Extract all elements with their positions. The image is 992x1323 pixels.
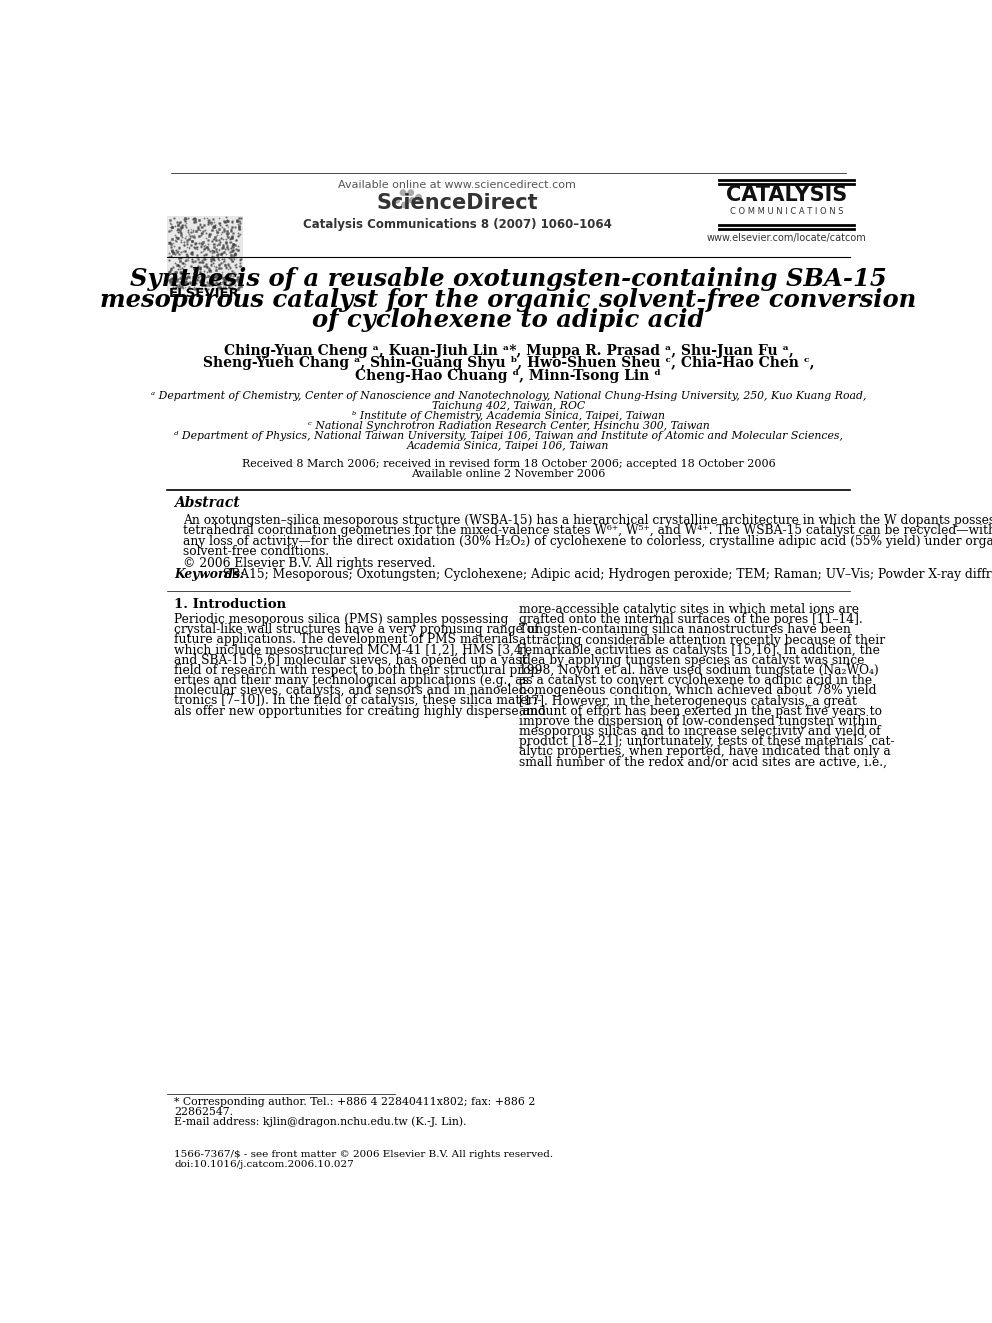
Text: Taichung 402, Taiwan, ROC: Taichung 402, Taiwan, ROC	[432, 401, 585, 411]
Text: idea by applying tungsten species as catalyst was since: idea by applying tungsten species as cat…	[519, 654, 865, 667]
Text: amount of effort has been exerted in the past five years to: amount of effort has been exerted in the…	[519, 705, 882, 717]
Circle shape	[394, 197, 400, 202]
Circle shape	[401, 191, 406, 196]
Text: tronics [7–10]). In the field of catalysis, these silica materi-: tronics [7–10]). In the field of catalys…	[175, 695, 542, 708]
Text: ᶜ National Synchrotron Radiation Research Center, Hsinchu 300, Taiwan: ᶜ National Synchrotron Radiation Researc…	[308, 421, 709, 431]
Text: 1566-7367/$ - see front matter © 2006 Elsevier B.V. All rights reserved.: 1566-7367/$ - see front matter © 2006 El…	[175, 1150, 554, 1159]
Text: Synthesis of a reusable oxotungsten-containing SBA-15: Synthesis of a reusable oxotungsten-cont…	[130, 267, 887, 291]
Text: ᵇ Institute of Chemistry, Academia Sinica, Taipei, Taiwan: ᵇ Institute of Chemistry, Academia Sinic…	[352, 411, 665, 421]
Text: small number of the redox and/or acid sites are active, i.e.,: small number of the redox and/or acid si…	[519, 755, 887, 769]
Text: which include mesostructured MCM-41 [1,2], HMS [3,4],: which include mesostructured MCM-41 [1,2…	[175, 643, 531, 656]
Text: mesoporous silicas and to increase selectivity and yield of: mesoporous silicas and to increase selec…	[519, 725, 881, 738]
Text: E-mail address: kjlin@dragon.nchu.edu.tw (K.-J. Lin).: E-mail address: kjlin@dragon.nchu.edu.tw…	[175, 1117, 467, 1127]
Circle shape	[402, 202, 408, 208]
Text: and SBA-15 [5,6] molecular sieves, has opened up a vast: and SBA-15 [5,6] molecular sieves, has o…	[175, 654, 527, 667]
Text: Available online at www.sciencedirect.com: Available online at www.sciencedirect.co…	[338, 180, 576, 191]
Text: als offer new opportunities for creating highly disperse and: als offer new opportunities for creating…	[175, 705, 547, 717]
Text: * Corresponding author. Tel.: +886 4 22840411x802; fax: +886 2: * Corresponding author. Tel.: +886 4 228…	[175, 1097, 536, 1107]
Text: Cheng-Hao Chuang ᵈ, Minn-Tsong Lin ᵈ: Cheng-Hao Chuang ᵈ, Minn-Tsong Lin ᵈ	[355, 369, 662, 382]
FancyBboxPatch shape	[167, 216, 243, 291]
Text: 1998, Noyori et al. have used sodium tungstate (Na₂WO₄): 1998, Noyori et al. have used sodium tun…	[519, 664, 879, 677]
Text: tetrahedral coordination geometries for the mixed-valence states W⁶⁺, W⁵⁺, and W: tetrahedral coordination geometries for …	[183, 524, 992, 537]
Text: mesoporous catalyst for the organic solvent-free conversion: mesoporous catalyst for the organic solv…	[100, 287, 917, 312]
Text: as a catalyst to convert cyclohexene to adipic acid in the: as a catalyst to convert cyclohexene to …	[519, 675, 872, 687]
Text: remarkable activities as catalysts [15,16]. In addition, the: remarkable activities as catalysts [15,1…	[519, 644, 880, 656]
Text: CATALYSIS: CATALYSIS	[726, 185, 847, 205]
Text: www.elsevier.com/locate/catcom: www.elsevier.com/locate/catcom	[706, 233, 866, 243]
Circle shape	[416, 194, 422, 200]
Text: ᵈ Department of Physics, National Taiwan University, Taipei 106, Taiwan and Inst: ᵈ Department of Physics, National Taiwan…	[174, 431, 843, 441]
Text: molecular sieves, catalysts, and sensors and in nanoelec-: molecular sieves, catalysts, and sensors…	[175, 684, 530, 697]
Text: ᵃ Department of Chemistry, Center of Nanoscience and Nanotechnology, National Ch: ᵃ Department of Chemistry, Center of Nan…	[151, 392, 866, 401]
Text: future applications. The development of PMS materials,: future applications. The development of …	[175, 634, 523, 647]
Circle shape	[408, 191, 414, 196]
Text: attracting considerable attention recently because of their: attracting considerable attention recent…	[519, 634, 886, 647]
Text: any loss of activity—for the direct oxidation (30% H₂O₂) of cyclohexene to color: any loss of activity—for the direct oxid…	[183, 534, 992, 548]
Text: 22862547.: 22862547.	[175, 1107, 233, 1117]
Text: grafted onto the internal surfaces of the pores [11–14].: grafted onto the internal surfaces of th…	[519, 614, 863, 626]
Text: ScienceDirect: ScienceDirect	[376, 193, 538, 213]
Text: Available online 2 November 2006: Available online 2 November 2006	[412, 468, 605, 479]
Text: Received 8 March 2006; received in revised form 18 October 2006; accepted 18 Oct: Received 8 March 2006; received in revis…	[241, 459, 776, 468]
Text: homogeneous condition, which achieved about 78% yield: homogeneous condition, which achieved ab…	[519, 684, 877, 697]
Text: Catalysis Communications 8 (2007) 1060–1064: Catalysis Communications 8 (2007) 1060–1…	[303, 218, 612, 232]
Text: alytic properties, when reported, have indicated that only a: alytic properties, when reported, have i…	[519, 745, 891, 758]
Text: Periodic mesoporous silica (PMS) samples possessing: Periodic mesoporous silica (PMS) samples…	[175, 613, 509, 626]
Text: of cyclohexene to adipic acid: of cyclohexene to adipic acid	[312, 308, 704, 332]
Text: field of research with respect to both their structural prop-: field of research with respect to both t…	[175, 664, 543, 677]
Text: more-accessible catalytic sites in which metal ions are: more-accessible catalytic sites in which…	[519, 603, 859, 617]
Text: C O M M U N I C A T I O N S: C O M M U N I C A T I O N S	[730, 208, 843, 216]
Text: doi:10.1016/j.catcom.2006.10.027: doi:10.1016/j.catcom.2006.10.027	[175, 1160, 354, 1168]
Text: product [18–21]; unfortunately, tests of these materials’ cat-: product [18–21]; unfortunately, tests of…	[519, 736, 895, 749]
Text: Ching-Yuan Cheng ᵃ, Kuan-Jiuh Lin ᵃ*, Muppa R. Prasad ᵃ, Shu-Juan Fu ᵃ,: Ching-Yuan Cheng ᵃ, Kuan-Jiuh Lin ᵃ*, Mu…	[223, 344, 794, 359]
Text: Keywords:: Keywords:	[175, 569, 245, 581]
Text: ELSEVIER: ELSEVIER	[170, 287, 240, 300]
Circle shape	[410, 197, 415, 202]
Text: Sheng-Yueh Chang ᵃ, Shin-Guang Shyu ᵇ, Hwo-Shuen Sheu ᶜ, Chia-Hao Chen ᶜ,: Sheng-Yueh Chang ᵃ, Shin-Guang Shyu ᵇ, H…	[202, 356, 814, 370]
Text: Tungsten-containing silica nanostructures have been: Tungsten-containing silica nanostructure…	[519, 623, 851, 636]
Text: An oxotungsten–silica mesoporous structure (WSBA-15) has a hierarchical crystall: An oxotungsten–silica mesoporous structu…	[183, 513, 992, 527]
Text: improve the dispersion of low-condensed tungsten within: improve the dispersion of low-condensed …	[519, 714, 878, 728]
Text: solvent-free conditions.: solvent-free conditions.	[183, 545, 329, 558]
Text: erties and their many technological applications (e.g., as: erties and their many technological appl…	[175, 673, 529, 687]
Text: Abstract: Abstract	[175, 496, 240, 509]
Text: © 2006 Elsevier B.V. All rights reserved.: © 2006 Elsevier B.V. All rights reserved…	[183, 557, 435, 570]
Text: Academia Sinica, Taipei 106, Taiwan: Academia Sinica, Taipei 106, Taiwan	[407, 441, 610, 451]
Text: 1. Introduction: 1. Introduction	[175, 598, 287, 611]
Text: SBA15; Mesoporous; Oxotungsten; Cyclohexene; Adipic acid; Hydrogen peroxide; TEM: SBA15; Mesoporous; Oxotungsten; Cyclohex…	[218, 569, 992, 581]
Text: [17]. However, in the heterogeneous catalysis, a great: [17]. However, in the heterogeneous cata…	[519, 695, 857, 708]
Text: crystal-like wall structures have a very promising range of: crystal-like wall structures have a very…	[175, 623, 539, 636]
